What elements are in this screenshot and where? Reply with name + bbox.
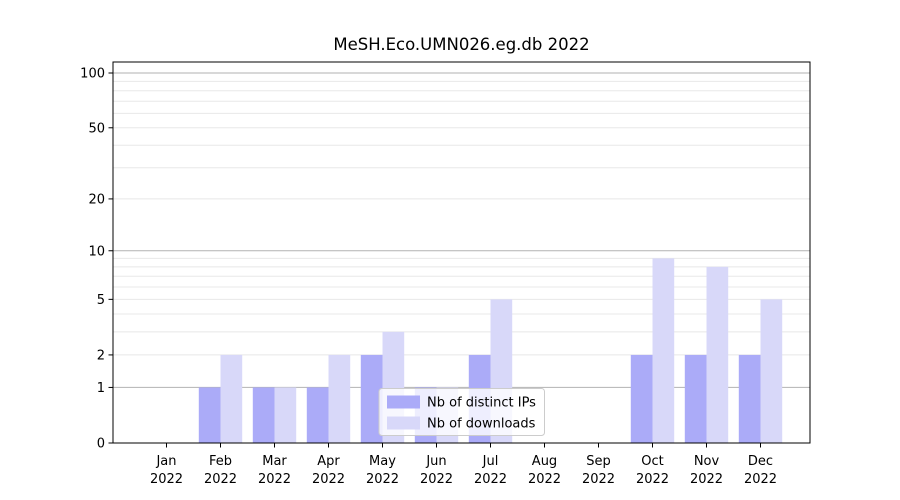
bar-distinct-ips-dec (738, 354, 761, 443)
x-tick-label: Nov 2022 (690, 454, 723, 487)
x-tick-label: Dec 2022 (744, 454, 777, 487)
bar-distinct-ips-nov (684, 354, 707, 443)
x-tick-label: Jun 2022 (420, 454, 453, 487)
x-tick-label: Feb 2022 (204, 454, 237, 487)
legend-swatch-downloads (387, 416, 420, 430)
x-tick-label: Mar 2022 (258, 454, 291, 487)
legend-swatch-distinct-ips (387, 395, 420, 409)
y-tick-label: 10 (88, 244, 105, 259)
y-tick-label: 1 (97, 381, 105, 396)
y-tick-label: 100 (80, 67, 105, 82)
bar-downloads-oct (652, 258, 675, 443)
x-tick-label: Apr 2022 (312, 454, 345, 487)
plot-border (112, 61, 811, 444)
bar-distinct-ips-may (360, 354, 383, 443)
chart-title: MeSH.Eco.UMN026.eg.db 2022 (333, 35, 590, 54)
bar-downloads-nov (706, 266, 729, 443)
bar-downloads-dec (760, 299, 783, 443)
bar-downloads-feb (220, 354, 243, 443)
y-tick-label: 50 (88, 121, 105, 136)
y-tick-label: 0 (97, 437, 105, 452)
y-tick-label: 5 (97, 293, 105, 308)
bar-distinct-ips-oct (630, 354, 653, 443)
x-tick-label: Aug 2022 (528, 454, 561, 487)
bar-distinct-ips-apr (306, 387, 329, 443)
bar-distinct-ips-mar (252, 387, 275, 443)
x-tick-label: Jan 2022 (150, 454, 183, 487)
x-tick-label: Oct 2022 (636, 454, 669, 487)
x-tick-label: Sep 2022 (582, 454, 615, 487)
legend-box (378, 388, 545, 436)
bar-downloads-mar (274, 387, 297, 443)
bar-distinct-ips-feb (198, 387, 221, 443)
x-tick-label: May 2022 (366, 454, 399, 487)
legend-label-downloads: Nb of downloads (427, 417, 536, 432)
y-tick-label: 20 (88, 192, 105, 207)
bar-downloads-apr (328, 354, 351, 443)
y-tick-label: 2 (97, 348, 105, 363)
x-tick-label: Jul 2022 (474, 454, 507, 487)
legend-label-distinct-ips: Nb of distinct IPs (427, 396, 536, 411)
